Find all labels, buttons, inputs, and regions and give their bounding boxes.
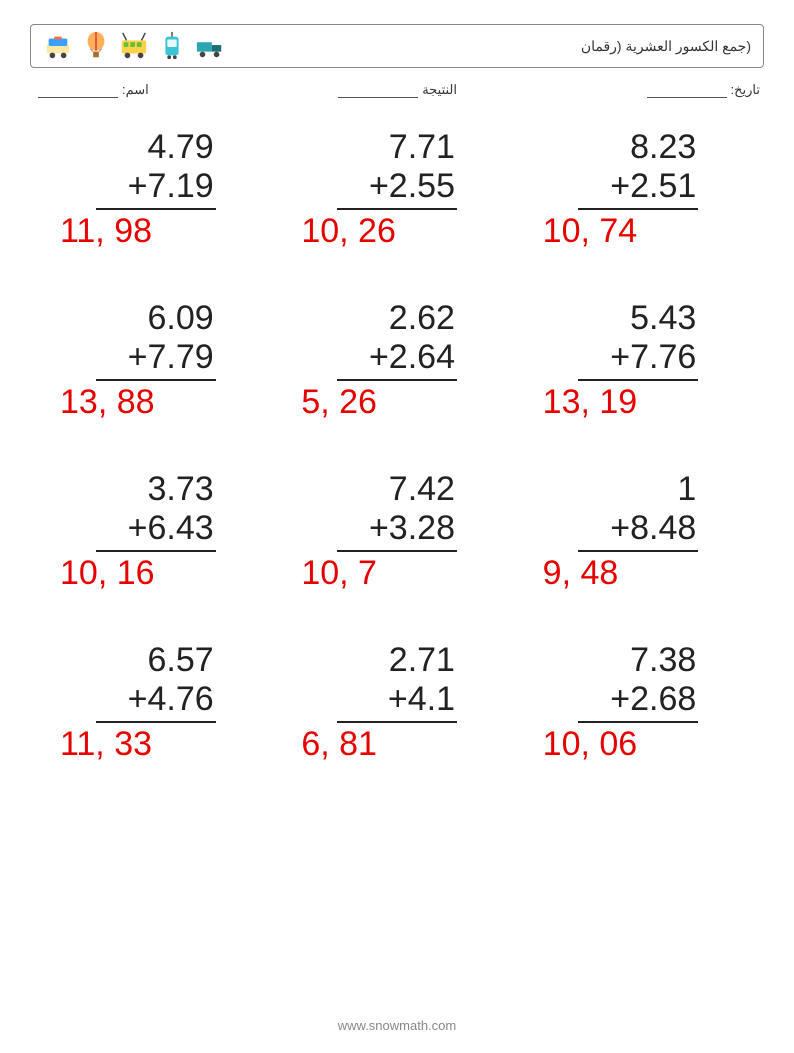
problems-grid: 4.79 +7.19 11, 98 7.71 +2.55 10, 26 8.23… (30, 128, 764, 764)
rule-line (96, 550, 216, 552)
operand-2: +7.79 (128, 338, 216, 377)
trolleybus-icon (119, 31, 149, 61)
rule-line (578, 550, 698, 552)
operand-2: +8.48 (610, 509, 698, 548)
operand-1: 7.42 (389, 470, 457, 509)
answer: 13, 19 (533, 383, 744, 422)
operand-2: +2.68 (610, 680, 698, 719)
problem: 2.71 +4.1 6, 81 (291, 641, 502, 764)
score-label: النتيجة (422, 82, 457, 97)
rule-line (578, 379, 698, 381)
operand-1: 6.09 (147, 299, 215, 338)
rule-line (96, 379, 216, 381)
date-field: تاريخ: (643, 82, 760, 98)
operand-block: 7.38 +2.68 (578, 641, 698, 723)
operand-1: 4.79 (147, 128, 215, 167)
operand-block: 6.09 +7.79 (96, 299, 216, 381)
date-label: تاريخ: (731, 82, 760, 97)
operand-1: 5.43 (630, 299, 698, 338)
rule-line (337, 721, 457, 723)
answer: 10, 16 (50, 554, 261, 593)
car-icon (43, 31, 73, 61)
operand-1: 1 (677, 470, 698, 509)
operand-1: 8.23 (630, 128, 698, 167)
rule-line (337, 379, 457, 381)
operand-2: +6.43 (128, 509, 216, 548)
problem: 8.23 +2.51 10, 74 (533, 128, 744, 251)
operand-1: 7.71 (389, 128, 457, 167)
rule-line (337, 550, 457, 552)
answer: 13, 88 (50, 383, 261, 422)
problem: 7.38 +2.68 10, 06 (533, 641, 744, 764)
problem: 5.43 +7.76 13, 19 (533, 299, 744, 422)
operand-2: +2.51 (610, 167, 698, 206)
operand-2: +2.55 (369, 167, 457, 206)
score-field: النتيجة (334, 82, 457, 98)
operand-block: 7.71 +2.55 (337, 128, 457, 210)
operand-1: 2.71 (389, 641, 457, 680)
operand-2: +4.1 (388, 680, 457, 719)
operand-2: +4.76 (128, 680, 216, 719)
header-icons (43, 31, 225, 61)
answer: 5, 26 (291, 383, 502, 422)
problem: 2.62 +2.64 5, 26 (291, 299, 502, 422)
worksheet-title: (جمع الكسور العشرية (رقمان (581, 38, 751, 55)
answer: 6, 81 (291, 725, 502, 764)
answer: 10, 06 (533, 725, 744, 764)
problem: 3.73 +6.43 10, 16 (50, 470, 261, 593)
operand-2: +7.76 (610, 338, 698, 377)
operand-2: +3.28 (369, 509, 457, 548)
problem: 6.57 +4.76 11, 33 (50, 641, 261, 764)
answer: 11, 98 (50, 212, 261, 251)
meta-row: تاريخ: النتيجة اسم: (30, 82, 764, 98)
footer-url: www.snowmath.com (0, 1018, 794, 1033)
score-blank[interactable] (338, 84, 418, 98)
rule-line (578, 721, 698, 723)
operand-2: +2.64 (369, 338, 457, 377)
operand-1: 3.73 (147, 470, 215, 509)
rule-line (337, 208, 457, 210)
tram-icon (157, 31, 187, 61)
rule-line (96, 208, 216, 210)
problem: 4.79 +7.19 11, 98 (50, 128, 261, 251)
operand-1: 6.57 (147, 641, 215, 680)
answer: 11, 33 (50, 725, 261, 764)
date-blank[interactable] (647, 84, 727, 98)
operand-block: 7.42 +3.28 (337, 470, 457, 552)
answer: 9, 48 (533, 554, 744, 593)
problem: 6.09 +7.79 13, 88 (50, 299, 261, 422)
answer: 10, 74 (533, 212, 744, 251)
operand-block: 3.73 +6.43 (96, 470, 216, 552)
operand-block: 1 +8.48 (578, 470, 698, 552)
operand-block: 4.79 +7.19 (96, 128, 216, 210)
operand-block: 2.62 +2.64 (337, 299, 457, 381)
operand-block: 2.71 +4.1 (337, 641, 457, 723)
truck-icon (195, 31, 225, 61)
name-label: اسم: (122, 82, 149, 97)
balloon-icon (81, 31, 111, 61)
name-field: اسم: (34, 82, 149, 98)
answer: 10, 26 (291, 212, 502, 251)
rule-line (578, 208, 698, 210)
operand-1: 7.38 (630, 641, 698, 680)
header-box: (جمع الكسور العشرية (رقمان (30, 24, 764, 68)
operand-block: 5.43 +7.76 (578, 299, 698, 381)
rule-line (96, 721, 216, 723)
problem: 1 +8.48 9, 48 (533, 470, 744, 593)
name-blank[interactable] (38, 84, 118, 98)
problem: 7.42 +3.28 10, 7 (291, 470, 502, 593)
operand-2: +7.19 (128, 167, 216, 206)
operand-block: 8.23 +2.51 (578, 128, 698, 210)
problem: 7.71 +2.55 10, 26 (291, 128, 502, 251)
operand-block: 6.57 +4.76 (96, 641, 216, 723)
operand-1: 2.62 (389, 299, 457, 338)
answer: 10, 7 (291, 554, 502, 593)
